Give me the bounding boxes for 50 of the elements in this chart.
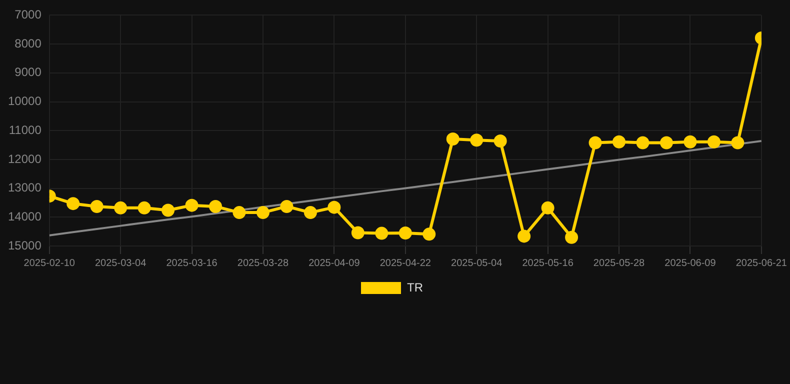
y-tick-label: 12000 — [8, 152, 42, 166]
point — [375, 226, 388, 240]
point — [232, 206, 246, 220]
x-tick-label: 2025-05-04 — [451, 258, 503, 269]
x-tick-label: 2025-05-16 — [522, 258, 574, 269]
point — [612, 135, 626, 148]
point — [588, 136, 602, 150]
point — [422, 228, 436, 241]
x-tick-label: 2025-04-09 — [308, 258, 360, 269]
y-tick-label: 7000 — [14, 8, 42, 22]
y-tick-label: 13000 — [8, 180, 42, 195]
point — [684, 135, 697, 148]
x-tick-label: 2025-06-21 — [736, 258, 788, 269]
x-tick-label: 2025-03-04 — [94, 258, 147, 269]
y-tick-label: 11000 — [8, 122, 42, 137]
point — [328, 200, 341, 214]
legend-label: TR — [407, 280, 424, 294]
x-tick-label: 2025-06-09 — [664, 258, 716, 269]
y-tick-label: 9000 — [14, 65, 42, 80]
point — [518, 230, 531, 243]
point — [280, 200, 294, 213]
x-tick-label: 2025-02-10 — [24, 258, 76, 269]
point — [304, 206, 317, 220]
x-tick-label: 2025-03-16 — [166, 258, 218, 269]
point — [209, 200, 222, 213]
x-tick-label: 2025-03-28 — [237, 258, 289, 269]
y-tick-label: 15000 — [8, 238, 42, 252]
point — [470, 134, 484, 147]
point — [185, 198, 198, 212]
point — [636, 136, 650, 150]
point — [446, 132, 460, 146]
point — [731, 136, 744, 150]
point — [162, 204, 175, 217]
point — [351, 226, 364, 240]
y-tick-label: 8000 — [14, 36, 42, 50]
point — [494, 134, 507, 148]
point — [114, 201, 128, 214]
y-tick-label: 10000 — [8, 94, 42, 108]
point — [66, 197, 80, 210]
y-tick-label: 14000 — [8, 209, 42, 224]
point — [398, 226, 412, 240]
point — [138, 201, 151, 214]
point — [565, 230, 578, 244]
x-tick-label: 2025-04-22 — [380, 258, 432, 269]
point — [707, 135, 720, 148]
point — [256, 206, 270, 220]
point — [541, 201, 554, 214]
x-tick-label: 2025-05-28 — [593, 258, 646, 269]
point — [90, 200, 104, 213]
point — [660, 136, 673, 150]
